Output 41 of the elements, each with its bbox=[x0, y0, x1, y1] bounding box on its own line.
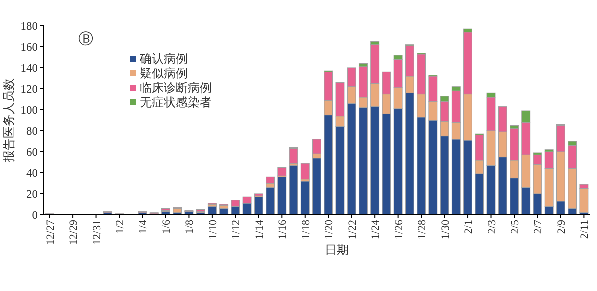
x-tick-label: 2/5 bbox=[509, 220, 522, 234]
y-tick-label: 140 bbox=[20, 63, 38, 75]
x-tick-label: 1/4 bbox=[138, 220, 150, 234]
y-tick-label: 40 bbox=[26, 168, 38, 180]
x-tick-label: 2/1 bbox=[463, 220, 476, 234]
x-tick-label: 2/3 bbox=[486, 220, 498, 234]
x-tick-label: 1/20 bbox=[324, 220, 336, 240]
legend-label: 无症状感染者 bbox=[140, 96, 212, 110]
x-tick-label: 12/29 bbox=[68, 220, 80, 246]
y-tick-label: 180 bbox=[20, 21, 38, 33]
y-tick-label: 20 bbox=[26, 189, 38, 201]
y-tick-label: 60 bbox=[26, 147, 38, 159]
x-tick-label: 1/18 bbox=[300, 220, 312, 240]
x-tick-label: 2/9 bbox=[556, 220, 568, 234]
y-tick-label: 160 bbox=[20, 42, 38, 54]
x-tick-label: 1/12 bbox=[230, 220, 243, 240]
x-tick-label: 1/6 bbox=[160, 220, 173, 234]
y-tick-label: 120 bbox=[20, 84, 38, 96]
x-tick-label: 12/27 bbox=[44, 220, 57, 246]
x-tick-label: 1/8 bbox=[184, 220, 196, 234]
y-tick-label: 0 bbox=[32, 210, 38, 222]
x-tick-label: 1/24 bbox=[370, 220, 382, 240]
x-tick-label: 2/11 bbox=[579, 220, 592, 240]
x-tick-label: 1/28 bbox=[416, 220, 429, 240]
annotation: Ⓑ bbox=[78, 31, 94, 48]
x-tick-label: 1/14 bbox=[254, 220, 266, 240]
x-tick-label: 1/2 bbox=[114, 220, 127, 234]
y-axis-title: 报告医务人员数 bbox=[2, 78, 16, 164]
y-tick-label: 80 bbox=[26, 126, 38, 138]
y-tick-label: 100 bbox=[20, 105, 38, 117]
legend-label: 临床诊断病例 bbox=[140, 81, 212, 95]
x-tick-label: 1/10 bbox=[207, 220, 220, 240]
x-axis-title: 日期 bbox=[325, 243, 349, 257]
x-tick-label: 1/16 bbox=[277, 220, 290, 240]
x-tick-label: 1/30 bbox=[440, 220, 452, 240]
x-tick-label: 12/31 bbox=[91, 220, 104, 246]
x-tick-label: 2/7 bbox=[532, 220, 545, 234]
x-tick-label: 1/26 bbox=[393, 220, 406, 240]
legend-label: 疑似病例 bbox=[140, 66, 188, 80]
x-tick-label: 1/22 bbox=[346, 220, 359, 240]
legend-label: 确认病例 bbox=[139, 52, 188, 66]
